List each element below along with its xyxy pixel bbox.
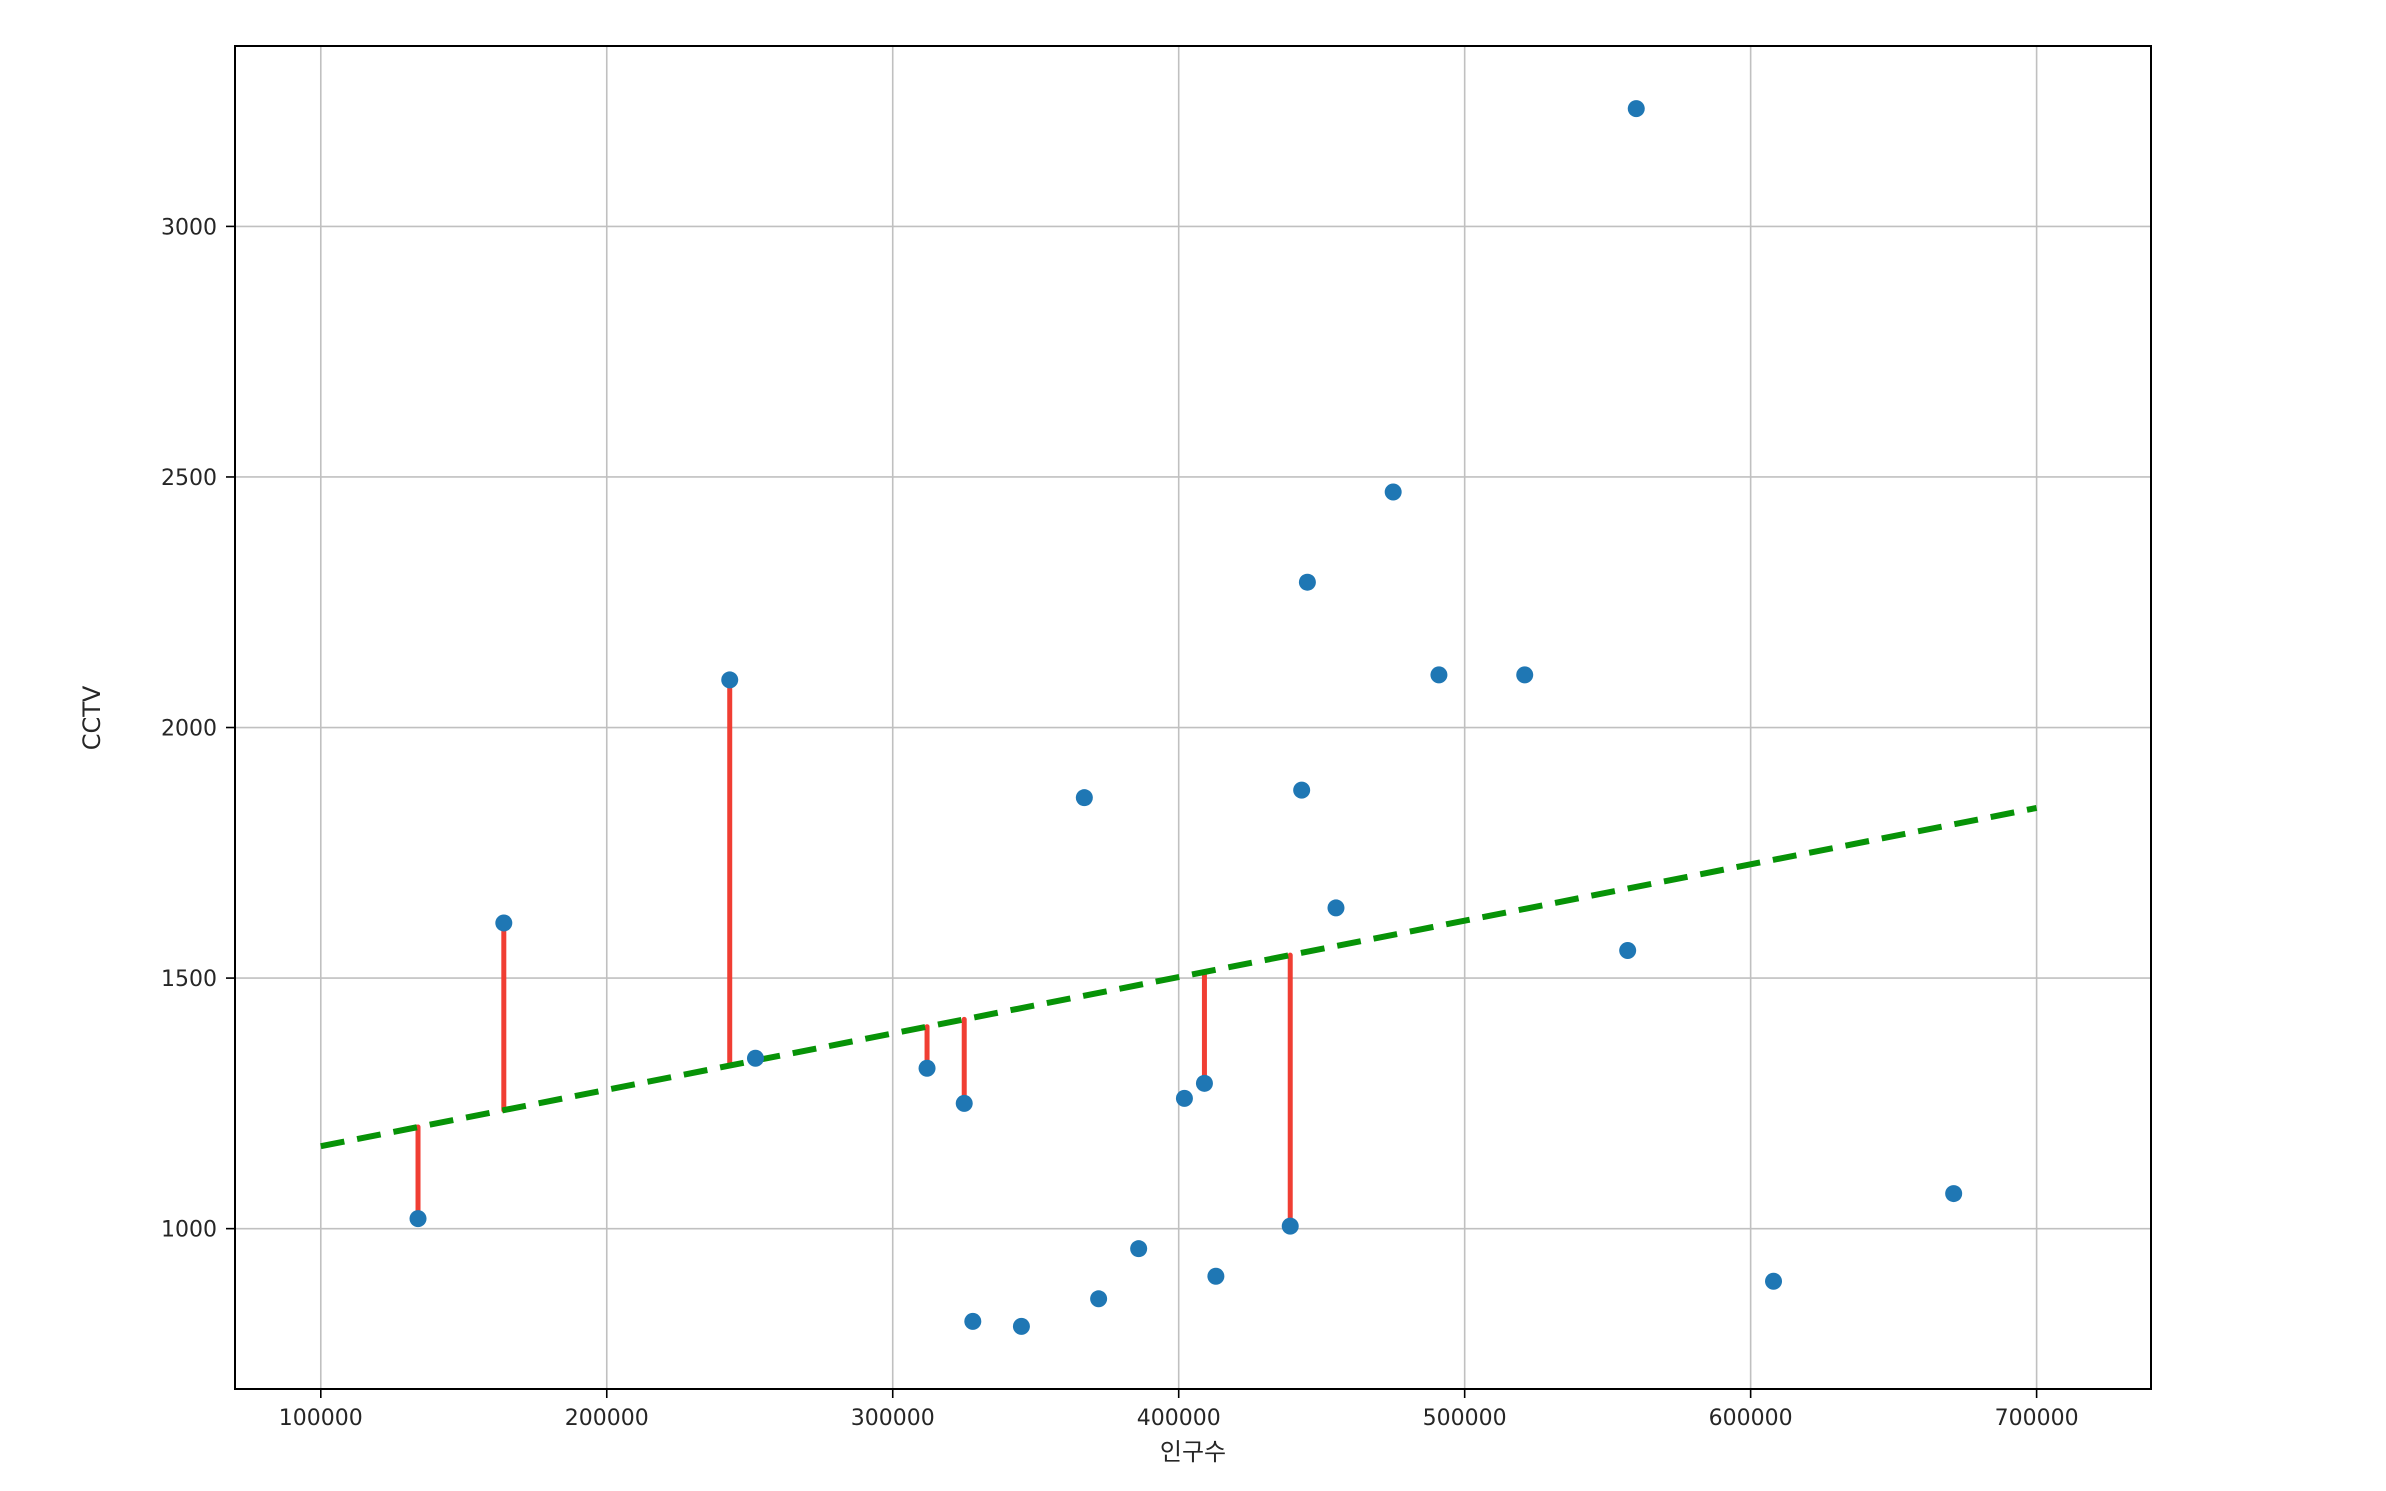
data-point — [1298, 573, 1316, 591]
y-axis-label: CCTV — [78, 685, 106, 750]
y-tick-label: 1000 — [161, 1218, 217, 1243]
tick-labels: 100000 200000 300000 400000 500000 600000 7000… — [161, 215, 2079, 1431]
data-point — [1012, 1317, 1030, 1335]
plot-frame — [234, 45, 2152, 1390]
data-point — [1090, 1290, 1108, 1308]
data-point — [1207, 1267, 1225, 1285]
y-tick-label: 2500 — [161, 466, 217, 491]
data-point — [1627, 100, 1645, 118]
scatter-points — [409, 100, 1963, 1335]
x-tick-label: 700000 — [1995, 1406, 2079, 1431]
data-point — [1945, 1185, 1963, 1203]
x-axis-label: 인구수 — [1160, 1438, 1226, 1466]
y-tick-label: 1500 — [161, 967, 217, 992]
x-tick-label: 400000 — [1137, 1406, 1221, 1431]
data-point — [1619, 942, 1637, 960]
grid-lines — [235, 46, 2151, 1389]
data-point — [1175, 1089, 1193, 1107]
data-point — [1516, 666, 1534, 684]
data-point — [1384, 483, 1402, 501]
y-tick-label: 2000 — [161, 717, 217, 742]
regression-line — [320, 805, 2038, 1150]
data-point — [721, 671, 739, 689]
data-point — [1281, 1217, 1299, 1235]
data-point — [1293, 781, 1311, 799]
data-point — [1130, 1240, 1148, 1258]
y-tick-label: 3000 — [161, 215, 217, 240]
data-point — [964, 1312, 982, 1330]
data-point — [1327, 899, 1345, 917]
plot-border — [234, 45, 2152, 1390]
x-tick-label: 200000 — [565, 1406, 649, 1431]
data-point — [1765, 1272, 1783, 1290]
data-point — [1195, 1074, 1213, 1092]
x-tick-label: 100000 — [279, 1406, 363, 1431]
data-point — [1075, 789, 1093, 807]
residual-lines — [415, 677, 1293, 1229]
x-tick-label: 500000 — [1423, 1406, 1507, 1431]
data-point — [495, 914, 513, 932]
data-point — [746, 1049, 764, 1067]
data-point — [955, 1094, 973, 1112]
trend-line — [320, 805, 2038, 1150]
data-point — [918, 1059, 936, 1077]
data-point — [1430, 666, 1448, 684]
x-tick-label: 300000 — [851, 1406, 935, 1431]
x-tick-label: 600000 — [1709, 1406, 1793, 1431]
data-point — [409, 1210, 427, 1228]
